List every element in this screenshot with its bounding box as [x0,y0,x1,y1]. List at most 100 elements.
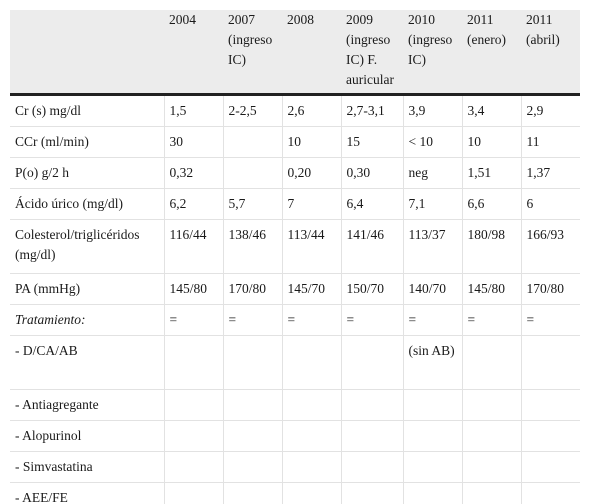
table-cell [282,335,342,390]
row-label: P(o) g/2 h [10,157,165,189]
table-cell: 113/44 [282,219,342,274]
header-cell: 2007 (ingreso IC) [228,12,273,67]
header-row: 2004 2007 (ingreso IC) 2008 2009 (ingres… [10,10,580,95]
row-label: PA (mmHg) [10,273,165,305]
header-cell [10,10,164,95]
table-cell: 7,1 [403,188,463,220]
table-cell: 3,9 [403,94,463,127]
row-label: CCr (ml/min) [10,126,165,158]
table-cell [223,389,283,421]
table-cell [521,389,580,421]
table-cell [164,335,224,390]
table-cell: 6,4 [341,188,404,220]
table-cell [462,335,522,390]
table-cell [521,482,580,504]
header-cell: 2011 (abril) [526,12,560,47]
table-cell: 2,9 [521,94,580,127]
table-cell [462,482,522,504]
row-label: Cr (s) mg/dl [10,94,165,127]
table-cell [223,420,283,452]
table-cell: 15 [341,126,404,158]
table-cell [341,451,404,483]
header-cell: 2008 [287,12,314,27]
table-cell [223,157,283,189]
table-cell [341,482,404,504]
table-cell: = [521,304,580,336]
table-cell: = [462,304,522,336]
table-cell: 3,4 [462,94,522,127]
table-row: - AEE/FE [10,482,580,504]
table-cell: 2-2,5 [223,94,283,127]
table-cell [521,335,580,390]
table-row: CCr (ml/min) 30 10 15 < 10 10 11 [10,126,580,158]
table-cell [341,335,404,390]
table-cell [403,482,463,504]
table-cell: 150/70 [341,273,404,305]
table-cell: = [403,304,463,336]
table-cell: 11 [521,126,580,158]
table-cell: 170/80 [521,273,580,305]
table-cell: = [164,304,224,336]
table-cell [164,420,224,452]
table-cell: 145/80 [462,273,522,305]
table-cell: 1,37 [521,157,580,189]
table-cell [282,451,342,483]
table-cell: 145/80 [164,273,224,305]
table-cell [223,451,283,483]
table-cell: 6,6 [462,188,522,220]
table-row: Tratamiento: = = = = = = = [10,304,580,336]
table-cell: 6,2 [164,188,224,220]
table-cell: 145/70 [282,273,342,305]
table-cell: 113/37 [403,219,463,274]
table-cell [462,451,522,483]
table-cell [282,420,342,452]
table-cell: 2,7-3,1 [341,94,404,127]
table-container: 2004 2007 (ingreso IC) 2008 2009 (ingres… [10,10,580,504]
table-row: - Simvastatina [10,451,580,483]
row-label: - AEE/FE [10,482,165,504]
table-cell: 1,51 [462,157,522,189]
table-cell: 0,20 [282,157,342,189]
table-cell [223,482,283,504]
table-cell: = [223,304,283,336]
table-cell: 141/46 [341,219,404,274]
table-row: Ácido úrico (mg/dl) 6,2 5,7 7 6,4 7,1 6,… [10,188,580,220]
table-row: P(o) g/2 h 0,32 0,20 0,30 neg 1,51 1,37 [10,157,580,189]
table-cell [462,420,522,452]
table-row: - D/CA/AB (sin AB) [10,335,580,390]
table-cell [403,389,463,421]
row-label: Tratamiento: [10,304,165,336]
header-cell: 2010 (ingreso IC) [408,12,453,67]
table-cell [164,451,224,483]
header-cell: 2009 (ingreso IC) F. auricular [346,12,394,87]
table-cell [462,389,522,421]
table-cell: 180/98 [462,219,522,274]
table-cell [403,420,463,452]
table-row: - Alopurinol [10,420,580,452]
row-label: - Alopurinol [10,420,165,452]
table-row: Cr (s) mg/dl 1,5 2-2,5 2,6 2,7-3,1 3,9 3… [10,94,580,127]
table-cell [521,420,580,452]
table-cell: = [282,304,342,336]
table-cell: 138/46 [223,219,283,274]
table-cell: 5,7 [223,188,283,220]
table-cell: 170/80 [223,273,283,305]
table-cell [341,420,404,452]
table-cell: 116/44 [164,219,224,274]
table-cell [223,126,283,158]
table-cell: 10 [462,126,522,158]
table-cell: = [341,304,404,336]
table-cell: < 10 [403,126,463,158]
table-cell [282,482,342,504]
table-cell: 30 [164,126,224,158]
row-label: Ácido úrico (mg/dl) [10,188,165,220]
row-label: - Simvastatina [10,451,165,483]
table-cell [164,389,224,421]
table-row: - Antiagregante [10,389,580,421]
clinical-data-table: 2004 2007 (ingreso IC) 2008 2009 (ingres… [10,10,580,504]
table-cell: neg [403,157,463,189]
table-cell [223,335,283,390]
table-cell [282,389,342,421]
table-cell [521,451,580,483]
table-row: Colesterol/triglicéridos (mg/dl) 116/44 … [10,219,580,274]
